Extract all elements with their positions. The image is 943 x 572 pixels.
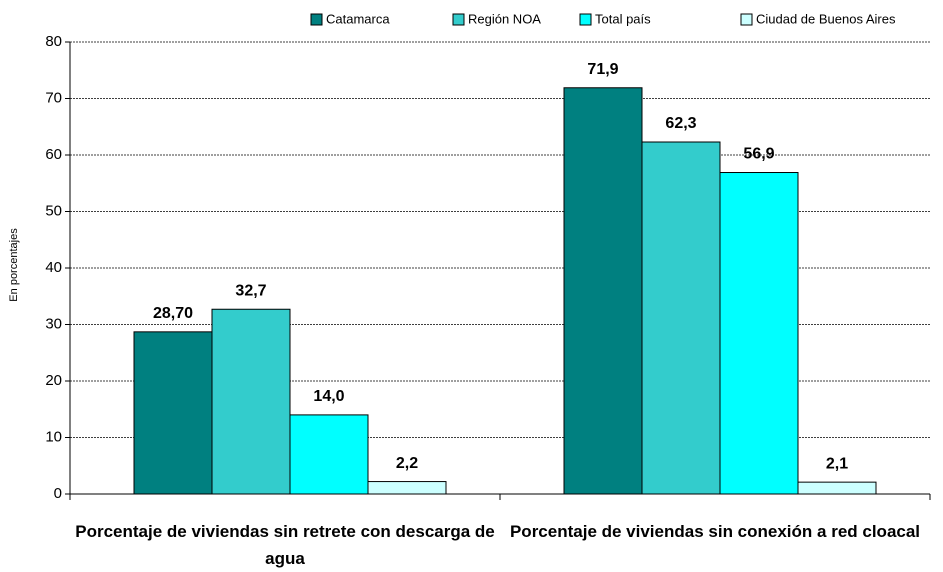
data-label: 56,9 — [743, 146, 774, 163]
bar — [211, 308, 291, 495]
data-label: 28,70 — [153, 305, 193, 322]
y-tick-label: 20 — [45, 372, 62, 389]
legend-swatch — [310, 13, 323, 26]
y-tick-label: 30 — [45, 315, 62, 332]
data-label: 32,7 — [235, 282, 266, 299]
legend-label: Región NOA — [468, 11, 541, 26]
bar — [133, 331, 213, 495]
legend-swatch — [740, 13, 753, 26]
y-axis-label: En porcentajes — [8, 228, 20, 302]
y-tick-label: 70 — [45, 89, 62, 106]
y-tick-label: 50 — [45, 202, 62, 219]
legend-label: Catamarca — [326, 11, 390, 26]
bar — [289, 414, 369, 495]
bar — [367, 481, 447, 495]
y-tick-label: 10 — [45, 428, 62, 445]
bar — [641, 141, 721, 495]
data-label: 2,1 — [826, 455, 848, 472]
y-tick-label: 80 — [45, 33, 62, 50]
x-tick-label: Porcentaje de viviendas sin conexión a r… — [509, 522, 921, 541]
bar — [719, 172, 799, 495]
data-label: 2,2 — [396, 455, 418, 472]
y-tick-label: 0 — [54, 485, 62, 502]
legend-swatch — [579, 13, 592, 26]
legend-label: Ciudad de Buenos Aires — [756, 11, 896, 26]
x-tick-label: Porcentaje de viviendas sin retrete con … — [75, 522, 495, 568]
legend-swatch — [452, 13, 465, 26]
y-tick-label: 60 — [45, 146, 62, 163]
data-label: 71,9 — [587, 61, 618, 78]
data-label: 62,3 — [665, 115, 696, 132]
bar — [563, 87, 643, 495]
bar — [797, 481, 877, 495]
data-label: 14,0 — [313, 388, 344, 405]
legend-label: Total país — [595, 11, 651, 26]
y-tick-label: 40 — [45, 259, 62, 276]
